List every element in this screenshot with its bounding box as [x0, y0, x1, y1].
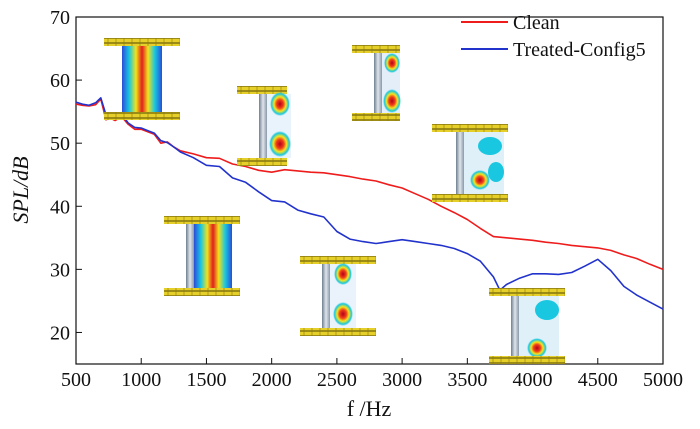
series-line-treated-config5	[75, 97, 664, 310]
plot-area-frame	[75, 16, 664, 365]
x-tick-label: 4000	[513, 369, 553, 391]
inset-field-plot-5	[164, 216, 240, 296]
y-tick-label: 60	[50, 70, 70, 92]
x-tick-labels: 500 1000 1500 2000 2500 3000 3500 4000 4500 5000	[61, 369, 683, 391]
inset-field-plot-3	[352, 45, 401, 121]
x-tick-label: 1000	[121, 369, 161, 391]
legend-label-clean: Clean	[513, 12, 560, 34]
x-tick-label: 2500	[317, 369, 357, 391]
axis-ticks	[75, 16, 664, 364]
x-tick-label: 3500	[447, 369, 487, 391]
y-tick-label: 40	[50, 196, 70, 218]
x-axis-title: f /Hz	[347, 396, 392, 421]
inset-field-plot-6	[300, 256, 376, 336]
series-layer	[75, 97, 664, 310]
series-line-clean	[75, 98, 664, 271]
x-tick-label: 4500	[578, 369, 618, 391]
x-tick-label: 2000	[252, 369, 292, 391]
x-tick-label: 500	[61, 369, 91, 391]
inset-field-plot-2	[237, 86, 291, 166]
legend-label-treated-config5: Treated-Config5	[513, 39, 646, 61]
legend: Clean Treated-Config5	[461, 12, 646, 61]
y-tick-label: 20	[50, 322, 70, 344]
x-tick-label: 1500	[186, 369, 226, 391]
y-tick-label: 30	[50, 259, 70, 281]
y-axis-title: SPL/dB	[8, 156, 33, 223]
inset-field-plot-4	[432, 124, 508, 202]
y-tick-labels: 20 30 40 50 60 70	[50, 7, 70, 344]
y-tick-label: 50	[50, 133, 70, 155]
inset-field-plot-1	[104, 38, 180, 120]
x-tick-label: 5000	[643, 369, 683, 391]
x-tick-label: 3000	[382, 369, 422, 391]
inset-field-plot-7	[489, 288, 565, 364]
y-tick-label: 70	[50, 7, 70, 29]
